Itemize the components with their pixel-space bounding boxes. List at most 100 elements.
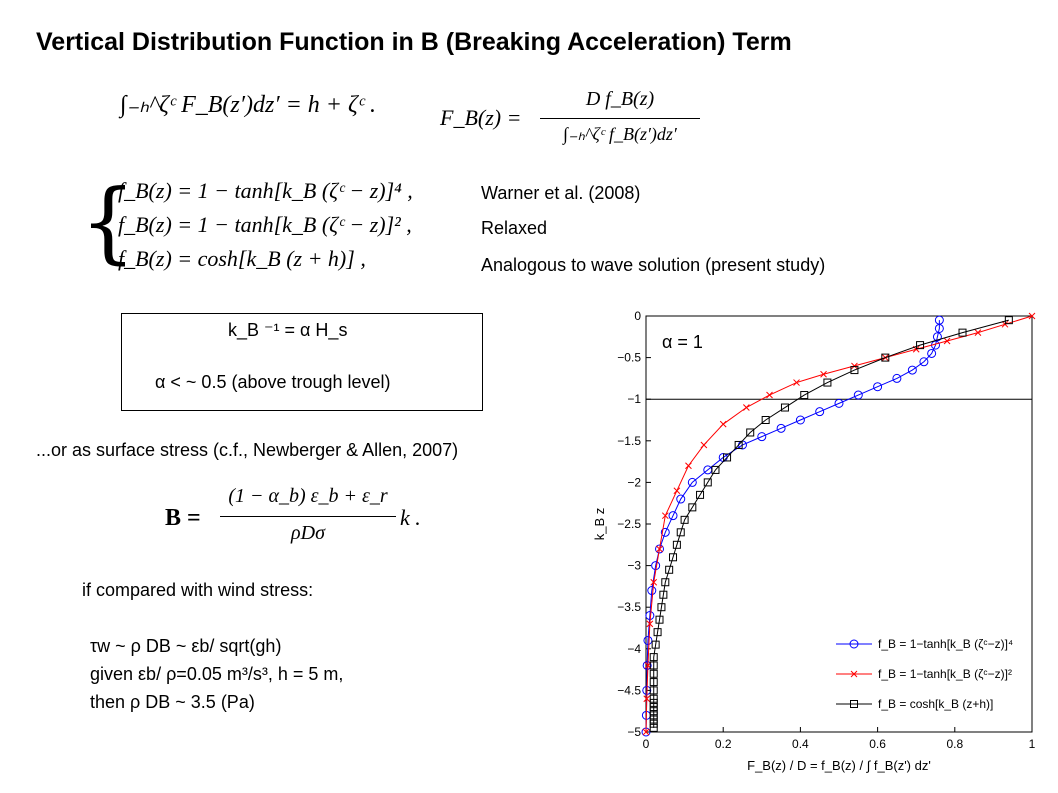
data-point xyxy=(780,403,789,412)
data-point xyxy=(687,477,697,487)
data-point xyxy=(649,686,658,695)
legend-entry: f_B = cosh[k_B (z+h)] xyxy=(878,697,993,711)
data-point xyxy=(642,660,652,670)
data-point xyxy=(660,527,670,537)
data-point xyxy=(800,391,809,400)
data-point xyxy=(647,586,657,596)
data-point xyxy=(649,661,658,670)
data-point xyxy=(734,440,743,449)
data-point xyxy=(655,615,664,624)
surface-stress-text: ...or as surface stress (c.f., Newberger… xyxy=(36,440,459,460)
data-point xyxy=(643,635,653,645)
data-point xyxy=(723,453,732,462)
data-point xyxy=(815,407,825,417)
data-point xyxy=(685,462,692,470)
data-point xyxy=(656,545,663,553)
data-point xyxy=(649,698,658,707)
bvec-denominator: ρDσ xyxy=(291,522,325,544)
case-label-3: Analogous to wave solution (present stud… xyxy=(481,255,826,275)
data-point xyxy=(974,329,982,336)
case-label-2: Relaxed xyxy=(481,218,548,238)
bvec-numerator: (1 − α_b) ε_b + ε_r xyxy=(228,485,388,507)
legend-marker xyxy=(849,639,859,649)
data-point xyxy=(659,590,668,599)
y-tick-label: −3.5 xyxy=(617,600,641,614)
x-tick-label: 0.4 xyxy=(792,737,809,751)
legend-marker xyxy=(850,670,858,678)
fb-def-denominator: ∫₋ₕ^ζᶜ f_B(z′)dz′ xyxy=(563,124,677,144)
fb-def-lhs: F_B(z) = xyxy=(440,105,522,130)
x-tick-label: 0.2 xyxy=(715,737,732,751)
series-line xyxy=(653,319,1009,728)
case-equation-2: f_B(z) = 1 − tanh[k_B (ζᶜ − z)]² , xyxy=(118,212,412,237)
data-point xyxy=(672,540,681,549)
y-tick-label: −4.5 xyxy=(617,683,641,697)
data-point xyxy=(1004,316,1013,325)
data-point xyxy=(649,703,658,712)
series-line xyxy=(645,315,1033,733)
legend-marker xyxy=(850,700,858,708)
data-point xyxy=(776,423,786,433)
data-point xyxy=(912,345,920,353)
data-point xyxy=(661,512,669,520)
data-point xyxy=(649,669,658,678)
data-point xyxy=(853,390,863,400)
y-tick-label: −0.5 xyxy=(617,351,641,365)
data-point xyxy=(649,707,658,716)
data-point xyxy=(650,578,658,586)
data-point xyxy=(907,365,917,375)
kb-box xyxy=(121,313,483,411)
data-point xyxy=(932,332,942,342)
compare-line-2: given εb/ ρ=0.05 m³/s³, h = 5 m, xyxy=(90,664,344,684)
data-point xyxy=(881,353,890,362)
data-point xyxy=(766,391,773,399)
data-point xyxy=(1001,320,1009,328)
data-point xyxy=(834,398,844,408)
y-tick-label: −4 xyxy=(627,642,641,656)
data-point xyxy=(665,565,674,574)
data-point xyxy=(649,719,658,728)
data-point xyxy=(649,678,658,687)
y-tick-label: 0 xyxy=(634,309,641,323)
data-point xyxy=(649,694,658,703)
y-tick-label: −3 xyxy=(627,559,641,573)
fb-def-numerator: D f_B(z) xyxy=(585,88,655,110)
data-point xyxy=(688,503,697,512)
data-point xyxy=(934,323,944,333)
data-point xyxy=(703,478,712,487)
data-point xyxy=(643,695,651,703)
fraction-bar xyxy=(220,516,396,517)
plot-frame xyxy=(645,315,1033,733)
y-axis-label: k_B z xyxy=(592,508,607,541)
data-point xyxy=(873,382,883,392)
data-point xyxy=(649,653,658,662)
x-axis-label: F_B(z) / D = f_B(z) / ∫ f_B(z') dz' xyxy=(747,758,931,773)
data-point xyxy=(793,379,800,386)
data-point xyxy=(761,416,770,424)
data-point xyxy=(653,628,662,637)
data-point xyxy=(649,723,658,732)
x-tick-label: 1 xyxy=(1029,737,1036,751)
integral-equation: ∫₋ₕ^ζᶜ F_B(z′)dz′ = h + ζᶜ . xyxy=(120,92,376,118)
data-point xyxy=(927,348,937,358)
data-point xyxy=(642,728,650,736)
data-point xyxy=(651,640,660,649)
case-label-1: Warner et al. (2008) xyxy=(481,183,641,203)
data-point xyxy=(649,711,658,720)
data-point xyxy=(668,511,678,521)
data-point xyxy=(823,378,832,387)
fraction-bar xyxy=(540,118,700,119)
data-point xyxy=(746,428,755,437)
compare-line-3: then ρ DB ~ 3.5 (Pa) xyxy=(90,692,255,712)
compare-text: if compared with wind stress: xyxy=(82,580,314,600)
data-point xyxy=(1028,312,1036,320)
data-point xyxy=(795,415,805,425)
bvec-rhs: k . xyxy=(400,505,421,530)
data-point xyxy=(649,715,658,724)
profile-chart: 0 0.2 0.4 0.6 0.8 1 0 −0.5 −1 −1.5 −2 −2.5 −3 −3.5 −4 −… xyxy=(592,309,1036,773)
legend-entry: f_B = 1−tanh[k_B (ζᶜ−z)]⁴ xyxy=(878,637,1013,651)
data-point xyxy=(680,515,689,524)
data-point xyxy=(820,370,827,378)
x-tick-label: 0.8 xyxy=(946,737,963,751)
brace-icon: { xyxy=(80,170,136,273)
